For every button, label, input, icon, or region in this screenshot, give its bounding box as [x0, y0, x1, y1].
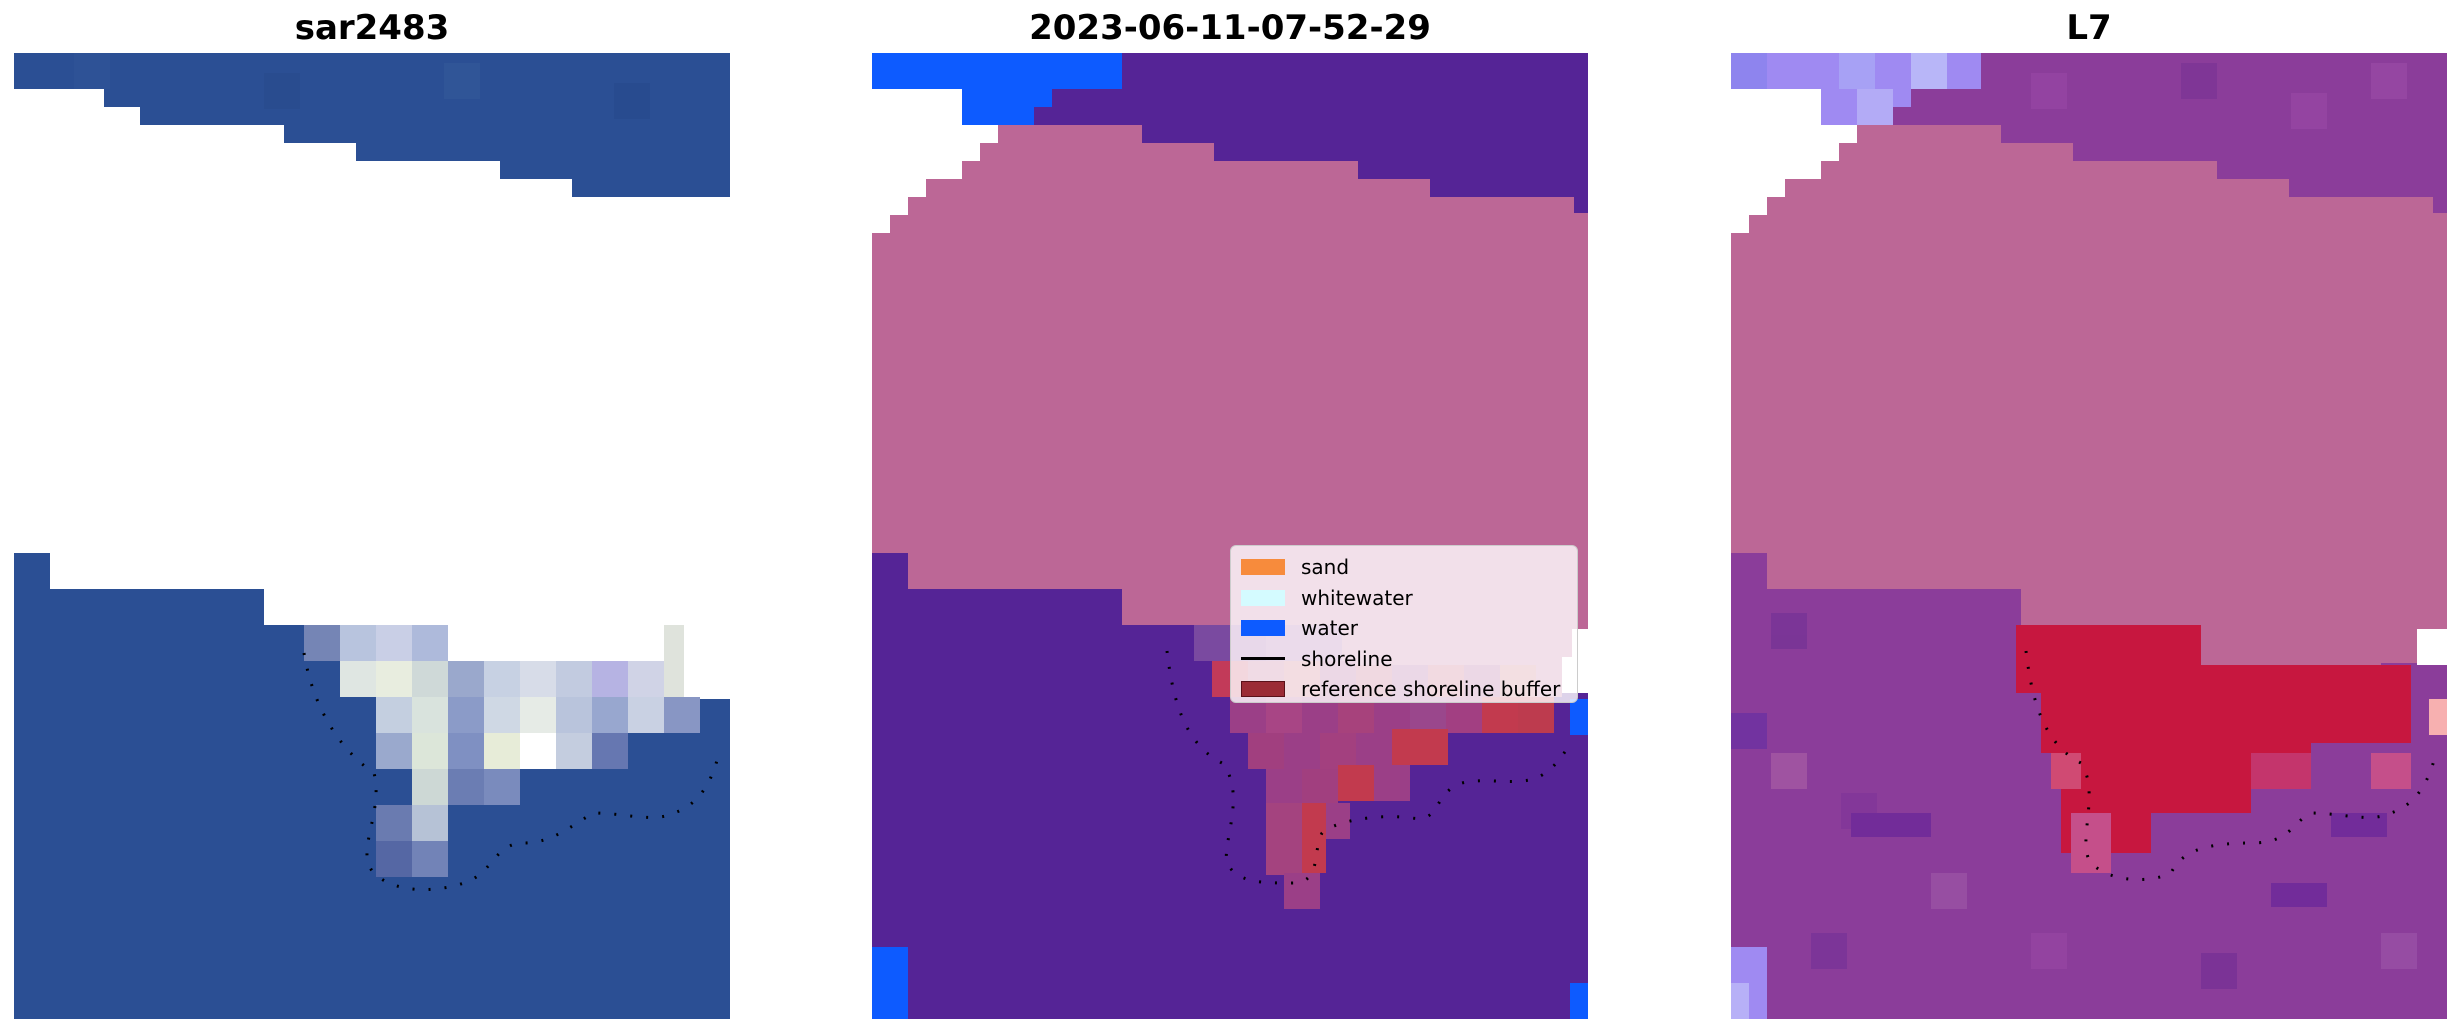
- legend-item-whitewater: whitewater: [1241, 583, 1567, 614]
- index-image: [1731, 53, 2447, 1019]
- rgb-image-panel: [14, 53, 730, 1019]
- legend-label: reference shoreline buffer: [1301, 677, 1561, 702]
- legend-item-shoreline: shoreline: [1241, 644, 1567, 675]
- panel-title-index: L7: [2066, 8, 2112, 48]
- legend-label: whitewater: [1301, 585, 1413, 610]
- rgb-image: [14, 53, 730, 1019]
- water-swatch: [1241, 620, 1285, 637]
- panel-title-classified: 2023-06-11-07-52-29: [1029, 8, 1431, 48]
- legend-label: water: [1301, 616, 1358, 641]
- whitewater-swatch: [1241, 589, 1285, 606]
- legend-item-reference-buffer: reference shoreline buffer: [1241, 674, 1567, 705]
- legend-item-sand: sand: [1241, 552, 1567, 583]
- index-image-panel: [1731, 53, 2447, 1019]
- legend: sand whitewater water shoreline referenc…: [1230, 545, 1578, 703]
- buffer-swatch: [1241, 681, 1285, 698]
- legend-label: sand: [1301, 555, 1350, 580]
- classified-image-panel: [872, 53, 1588, 1019]
- shoreline-line-swatch: [1241, 657, 1285, 661]
- panel-title-rgb: sar2483: [294, 8, 450, 48]
- sand-swatch: [1241, 559, 1285, 576]
- legend-item-water: water: [1241, 613, 1567, 644]
- classified-image: [872, 53, 1588, 1019]
- legend-label: shoreline: [1301, 646, 1393, 671]
